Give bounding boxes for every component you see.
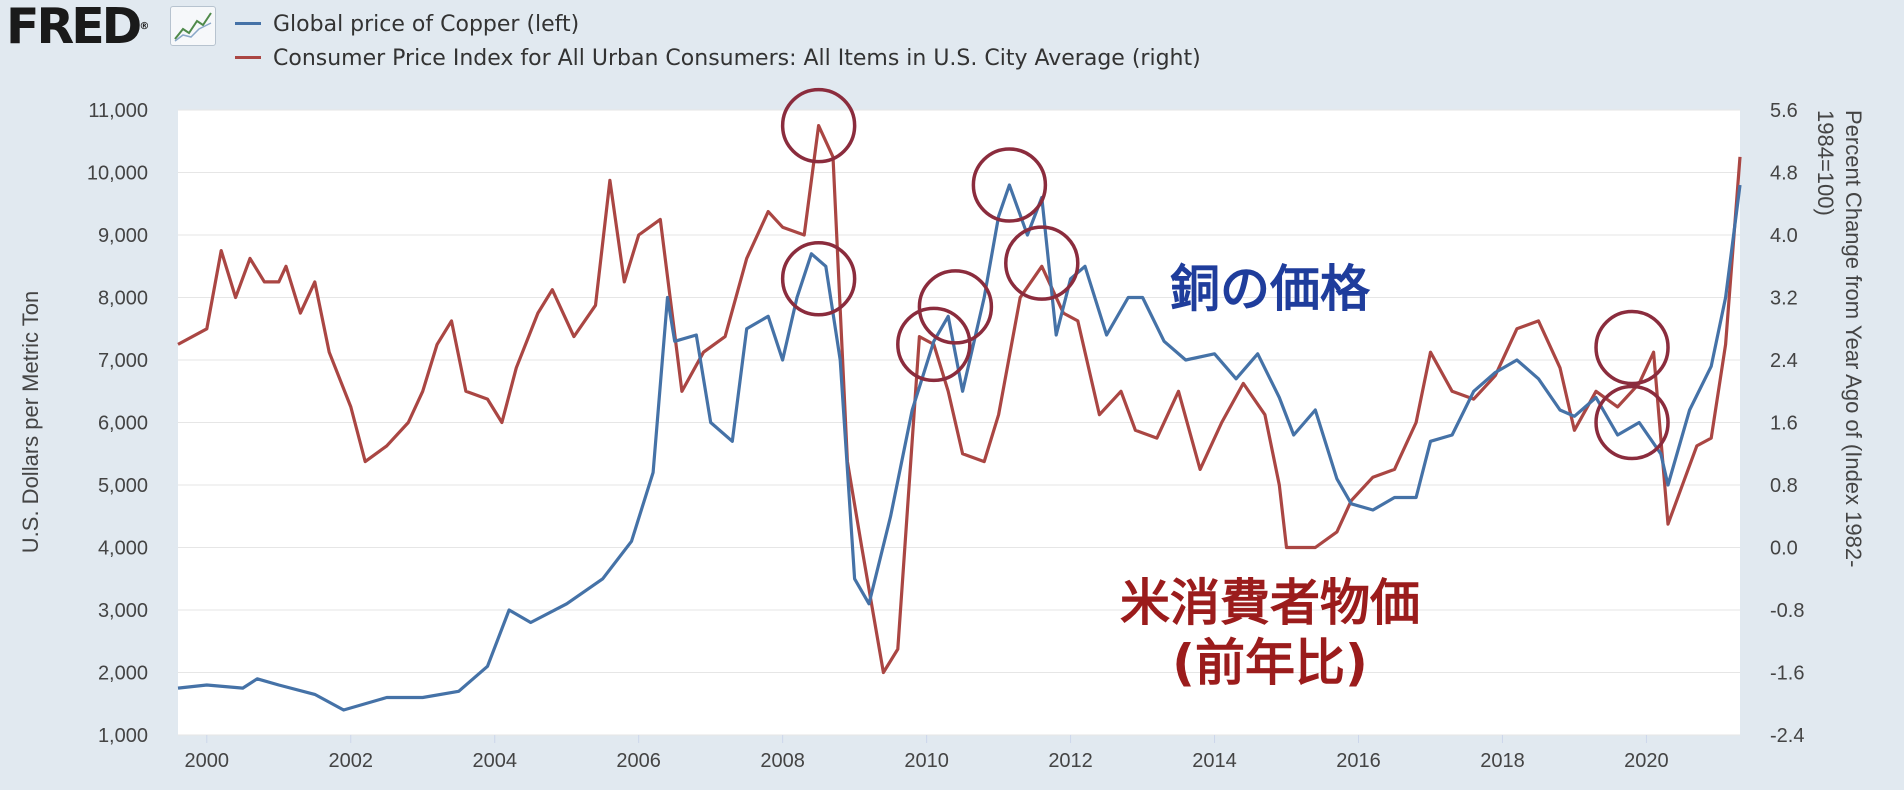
annotation-us-cpi: 米消費者物価 (1120, 574, 1420, 632)
legend-label-cpi: Consumer Price Index for All Urban Consu… (273, 46, 1201, 71)
series-group (177, 123, 1742, 712)
x-axis-ticks: 2000 2002 2004 2006 2008 2010 2012 2014 2016 2018… (185, 735, 1669, 772)
x-tick-label: 2008 (760, 750, 805, 772)
left-axis-title: U.S. Dollars per Metric Ton (18, 291, 43, 553)
series-line-cpi (177, 123, 1742, 675)
highlight-circle (780, 87, 857, 164)
x-tick-label: 2002 (329, 750, 374, 772)
highlight-circle (971, 147, 1048, 223)
right-axis-ticks: -2.4 -1.6 -0.8 0.0 0.8 1.6 2.4 3.2 4.0 4.8 5.6 (1770, 100, 1804, 747)
right-tick-label: 1.6 (1770, 413, 1798, 435)
x-tick-label: 2020 (1624, 750, 1669, 772)
right-tick-label: 0.8 (1770, 475, 1798, 497)
right-axis-title-line1: Percent Change from Year Ago of (Index 1… (1841, 110, 1866, 567)
highlight-circle (1594, 384, 1670, 461)
left-tick-label: 7,000 (98, 350, 148, 372)
right-tick-label: -0.8 (1770, 600, 1804, 622)
x-tick-label: 2010 (904, 750, 949, 772)
logo-text: FRED (6, 0, 142, 55)
highlight-circle (896, 306, 972, 383)
x-tick-label: 2006 (616, 750, 661, 772)
left-tick-label: 6,000 (98, 413, 148, 435)
left-tick-label: 11,000 (88, 100, 148, 122)
right-tick-label: -1.6 (1770, 663, 1804, 685)
right-tick-label: 0.0 (1770, 538, 1798, 560)
x-tick-label: 2018 (1480, 750, 1525, 772)
right-tick-label: 4.8 (1770, 163, 1798, 185)
annotation-yoy: (前年比) (1172, 634, 1368, 692)
legend-swatch-cpi (235, 55, 261, 59)
legend-item-copper[interactable]: Global price of Copper (left) (235, 10, 579, 40)
right-tick-label: 5.6 (1770, 100, 1798, 122)
graph-icon (170, 6, 216, 46)
highlight-circle (1004, 225, 1080, 301)
x-tick-label: 2014 (1192, 750, 1237, 772)
right-tick-label: 2.4 (1770, 350, 1798, 372)
left-axis-ticks: 1,000 2,000 3,000 4,000 5,000 6,000 7,000 8,000… (87, 100, 148, 747)
series-line-copper (177, 183, 1742, 712)
highlight-circle (780, 241, 857, 317)
right-tick-label: 4.0 (1770, 225, 1798, 247)
left-tick-label: 10,000 (87, 163, 148, 185)
fred-logo[interactable]: FRED® (6, 2, 149, 52)
annotation-copper-price: 銅の価格 (1170, 260, 1371, 318)
left-tick-label: 9,000 (98, 225, 148, 247)
left-tick-label: 2,000 (98, 663, 148, 685)
left-tick-label: 8,000 (98, 288, 148, 310)
x-tick-label: 2004 (472, 750, 517, 772)
left-tick-label: 5,000 (98, 475, 148, 497)
highlight-circles (780, 87, 1670, 461)
legend-item-cpi[interactable]: Consumer Price Index for All Urban Consu… (235, 44, 1201, 74)
x-tick-label: 2000 (185, 750, 230, 772)
right-tick-label: -2.4 (1770, 725, 1804, 747)
highlight-circle (917, 269, 994, 345)
highlight-circle (1594, 309, 1670, 386)
left-tick-label: 1,000 (98, 725, 148, 747)
right-axis-title-line2: 1984=100) (1813, 110, 1838, 216)
legend-label-copper: Global price of Copper (left) (273, 12, 580, 37)
registered-mark: ® (139, 21, 150, 32)
left-tick-label: 3,000 (98, 600, 148, 622)
grid-lines (178, 109, 1740, 736)
left-tick-label: 4,000 (98, 538, 148, 560)
right-tick-label: 3.2 (1770, 288, 1798, 310)
legend-swatch-copper (235, 21, 261, 25)
x-tick-label: 2012 (1048, 750, 1093, 772)
x-tick-label: 2016 (1336, 750, 1381, 772)
